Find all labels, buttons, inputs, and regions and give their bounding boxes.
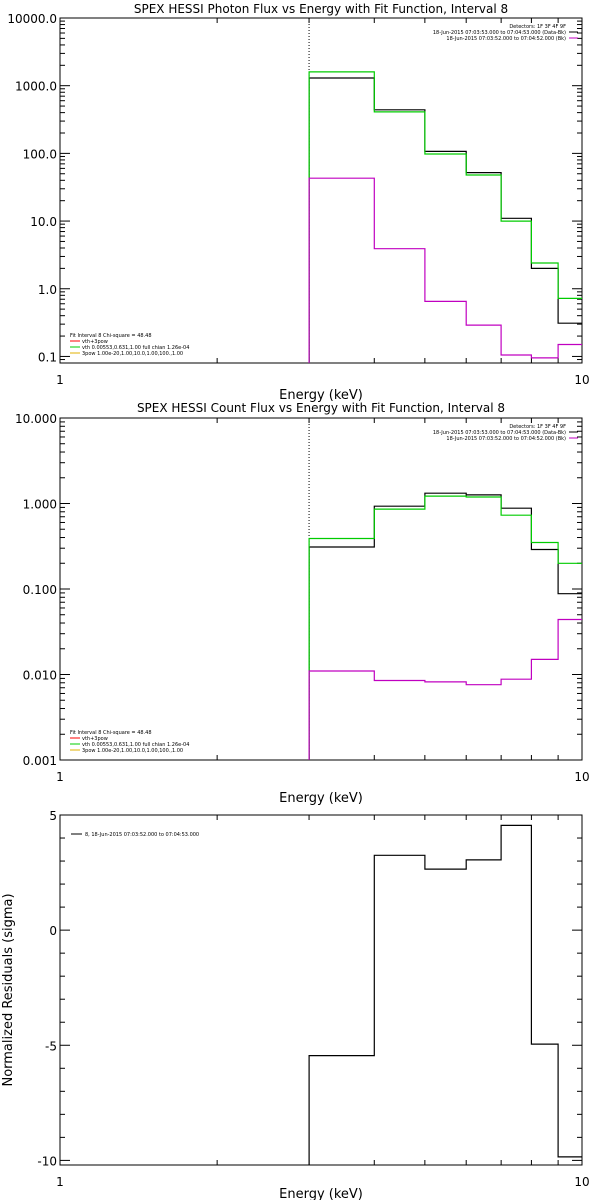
count-flux-y-tick-label: 10.000 bbox=[15, 412, 57, 426]
residuals-legend-top-left: 8, 18-Jun-2015 07:03:52.000 to 07:04:53.… bbox=[71, 832, 199, 838]
photon-flux-panel: SPEX HESSI Photon Flux vs Energy with Fi… bbox=[7, 2, 589, 403]
photon-flux-plot-frame bbox=[59, 17, 583, 364]
residuals-plot-frame bbox=[59, 814, 583, 1166]
residuals-y-tick-label: -10 bbox=[37, 1154, 57, 1168]
count-flux-x-tick-label: 1 bbox=[56, 770, 64, 784]
count-flux-y-tick-label: 1.000 bbox=[23, 498, 57, 512]
photon-flux-legend-entry: 18-Jun-2015 07:03:52.000 to 07:04:52.000… bbox=[446, 36, 566, 42]
count-flux-legend-bottom-left: Fit Interval 8 Chi-square = 48.48vth+3po… bbox=[70, 730, 189, 754]
residuals-residuals-series bbox=[308, 824, 582, 1165]
residuals-x-ticks bbox=[59, 815, 583, 1165]
count-flux-fit-series bbox=[308, 495, 582, 760]
photon-flux-legend-entry: Fit Interval 8 Chi-square = 48.48 bbox=[70, 333, 152, 339]
count-flux-legend-entry: vth 0.00553,0.631,1.00 full chian 1.26e-… bbox=[82, 742, 189, 748]
count-flux-x-ticks bbox=[59, 418, 583, 760]
photon-flux-y-tick-label: 100.0 bbox=[23, 147, 57, 161]
residuals-panel: Energy (keV) Normalized Residuals (sigma… bbox=[1, 809, 590, 1200]
count-flux-plot-frame bbox=[59, 417, 583, 761]
residuals-x-axis-label: Energy (keV) bbox=[279, 1187, 363, 1200]
count-flux-legend-entry: Fit Interval 8 Chi-square = 48.48 bbox=[70, 730, 152, 736]
count-flux-data-bk-series bbox=[308, 492, 582, 760]
photon-flux-data-bk-series bbox=[308, 77, 582, 363]
photon-flux-legend-bottom-left: Fit Interval 8 Chi-square = 48.48vth+3po… bbox=[70, 333, 189, 357]
count-flux-panel: SPEX HESSI Count Flux vs Energy with Fit… bbox=[15, 401, 590, 806]
residuals-y-tick-label: 5 bbox=[49, 809, 57, 823]
photon-flux-legend-entry: 3pow 1.00e-20,1.00,10.0,1.00,100.,1.00 bbox=[82, 351, 183, 357]
residuals-y-ticks bbox=[60, 814, 582, 1161]
count-flux-y-tick-label: 0.001 bbox=[23, 754, 57, 768]
photon-flux-fit-series bbox=[308, 71, 582, 363]
photon-flux-y-ticks bbox=[60, 17, 582, 364]
count-flux-y-tick-label: 0.010 bbox=[23, 669, 57, 683]
count-flux-y-ticks bbox=[60, 417, 582, 761]
residuals-x-tick-label: 1 bbox=[56, 1175, 64, 1189]
count-flux-y-tick-label: 0.100 bbox=[23, 583, 57, 597]
residuals-y-tick-label: -5 bbox=[45, 1039, 57, 1053]
count-flux-legend-entry: Detectors: 1F 3F 4F 9F bbox=[509, 424, 566, 430]
photon-flux-y-tick-label: 1.0 bbox=[38, 283, 57, 297]
photon-flux-x-tick-label: 1 bbox=[56, 373, 64, 387]
count-flux-x-axis-label: Energy (keV) bbox=[279, 791, 363, 806]
photon-flux-y-tick-label: 1000.0 bbox=[15, 80, 57, 94]
photon-flux-y-tick-label: 0.1 bbox=[38, 350, 57, 364]
photon-flux-legend-entry: 18-Jun-2015 07:03:53.000 to 07:04:53.000… bbox=[433, 30, 566, 36]
residuals-y-tick-label: 0 bbox=[49, 924, 57, 938]
count-flux-legend-entry: vth+3pow bbox=[82, 736, 108, 742]
residuals-x-tick-label: 10 bbox=[574, 1175, 589, 1189]
count-flux-title: SPEX HESSI Count Flux vs Energy with Fit… bbox=[137, 401, 505, 415]
photon-flux-y-tick-label: 10000.0 bbox=[7, 12, 57, 26]
count-flux-x-tick-label: 10 bbox=[574, 770, 589, 784]
photon-flux-bk-series bbox=[308, 177, 582, 363]
photon-flux-legend-entry: vth 0.00553,0.631,1.00 full chian 1.26e-… bbox=[82, 345, 189, 351]
photon-flux-x-axis-label: Energy (keV) bbox=[279, 388, 363, 403]
photon-flux-legend-entry: vth+3pow bbox=[82, 339, 108, 345]
count-flux-legend-entry: 18-Jun-2015 07:03:52.000 to 07:04:52.000… bbox=[446, 436, 566, 442]
residuals-legend-entry: 8, 18-Jun-2015 07:03:52.000 to 07:04:53.… bbox=[85, 832, 199, 838]
photon-flux-x-tick-label: 10 bbox=[574, 373, 589, 387]
count-flux-bk-series bbox=[308, 618, 582, 760]
photon-flux-x-ticks bbox=[59, 18, 583, 363]
photon-flux-y-tick-label: 10.0 bbox=[30, 215, 57, 229]
residuals-y-axis-label: Normalized Residuals (sigma) bbox=[1, 893, 16, 1086]
count-flux-legend-entry: 3pow 1.00e-20,1.00,10.0,1.00,100.,1.00 bbox=[82, 748, 183, 754]
photon-flux-legend-entry: Detectors: 1F 3F 4F 9F bbox=[509, 24, 566, 30]
count-flux-legend-entry: 18-Jun-2015 07:03:53.000 to 07:04:53.000… bbox=[433, 430, 566, 436]
photon-flux-title: SPEX HESSI Photon Flux vs Energy with Fi… bbox=[134, 2, 508, 16]
